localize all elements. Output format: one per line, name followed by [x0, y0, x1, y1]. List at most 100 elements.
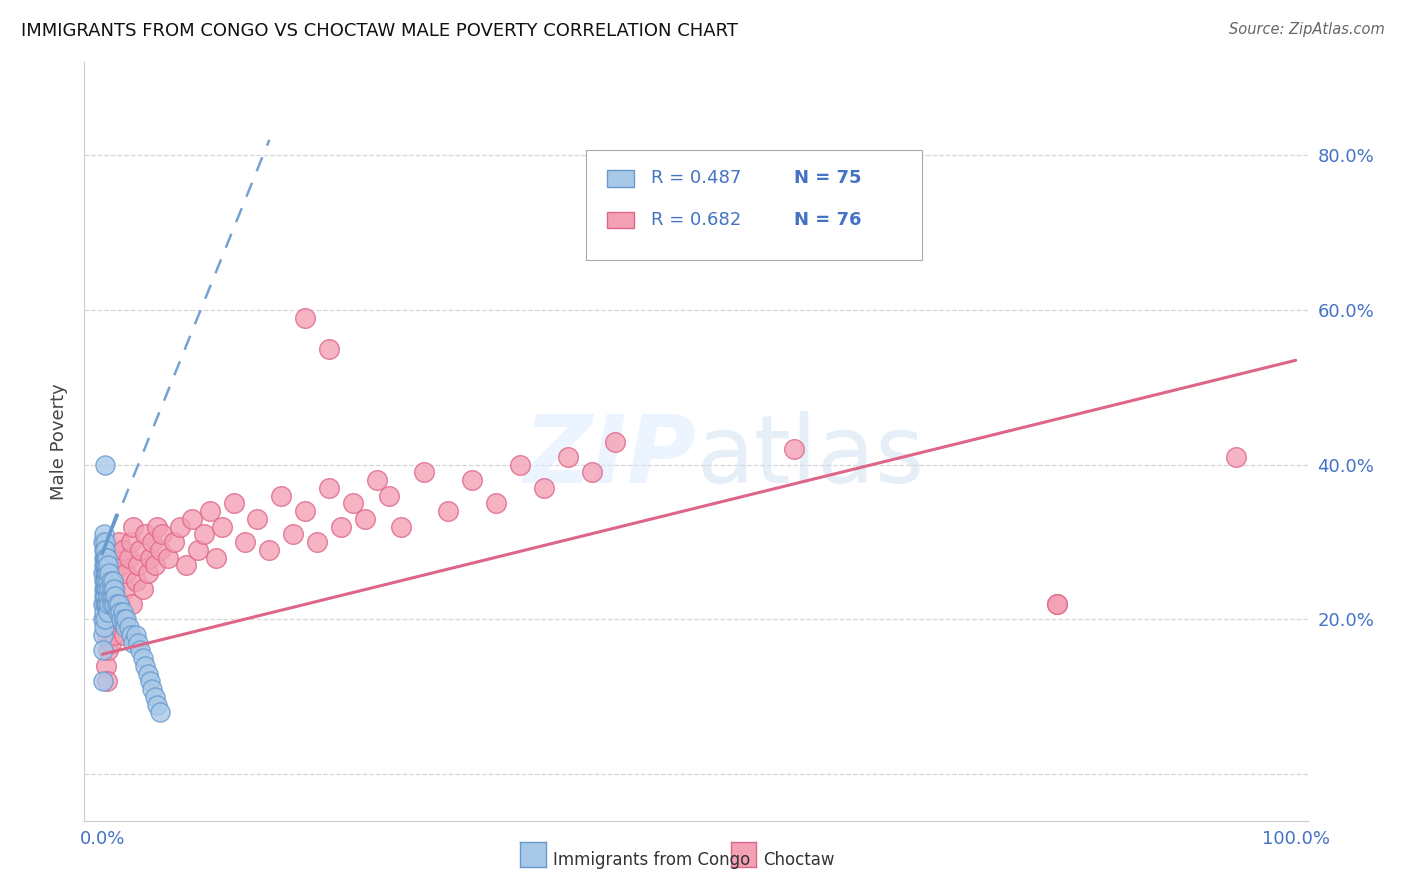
Point: [101, 589, 124, 603]
Point: [148, 542, 170, 557]
Point: [180, 512, 202, 526]
Point: [1225, 450, 1247, 464]
Point: [93, 582, 115, 596]
Point: [134, 659, 156, 673]
Point: [146, 698, 169, 712]
Point: [100, 574, 122, 588]
Point: [122, 519, 145, 533]
Point: [134, 527, 156, 541]
Point: [557, 450, 579, 464]
Point: [104, 582, 127, 596]
Point: [294, 504, 316, 518]
Point: [1046, 597, 1069, 611]
Point: [97, 605, 120, 619]
Point: [110, 612, 132, 626]
Point: [136, 566, 159, 580]
Point: [318, 342, 340, 356]
Point: [156, 550, 179, 565]
Point: [115, 566, 138, 580]
Point: [143, 558, 166, 573]
Point: [124, 574, 146, 588]
Point: [105, 550, 128, 565]
Point: [97, 558, 120, 573]
Point: [97, 643, 120, 657]
Point: [93, 597, 115, 611]
Point: [104, 589, 127, 603]
Point: [94, 582, 117, 596]
Point: [605, 434, 627, 449]
Point: [93, 550, 115, 565]
Point: [124, 628, 146, 642]
Text: R = 0.487: R = 0.487: [651, 169, 741, 187]
Point: [93, 566, 115, 580]
Point: [127, 636, 149, 650]
Point: [94, 558, 117, 573]
Point: [509, 458, 531, 472]
Point: [100, 574, 122, 588]
Point: [94, 574, 117, 588]
Point: [148, 706, 170, 720]
Point: [94, 542, 117, 557]
Point: [193, 527, 215, 541]
Point: [120, 535, 142, 549]
Point: [94, 574, 117, 588]
Point: [114, 582, 136, 596]
Point: [413, 466, 436, 480]
Point: [1046, 597, 1069, 611]
Point: [93, 589, 115, 603]
Point: [100, 636, 122, 650]
Point: [107, 612, 129, 626]
Point: [94, 566, 117, 580]
Point: [98, 566, 121, 580]
Point: [100, 589, 122, 603]
Point: [112, 612, 135, 626]
Point: [96, 550, 118, 565]
Point: [94, 597, 117, 611]
Point: [93, 620, 115, 634]
Point: [93, 582, 115, 596]
Point: [270, 489, 292, 503]
Point: [211, 519, 233, 533]
Point: [107, 605, 129, 619]
Text: Source: ZipAtlas.com: Source: ZipAtlas.com: [1229, 22, 1385, 37]
FancyBboxPatch shape: [606, 170, 634, 186]
Point: [581, 466, 603, 480]
Point: [108, 597, 131, 611]
Point: [150, 527, 173, 541]
Point: [101, 582, 124, 596]
Point: [342, 496, 364, 510]
Point: [108, 535, 131, 549]
Point: [129, 643, 152, 657]
Point: [96, 582, 118, 596]
Point: [353, 512, 375, 526]
Point: [108, 597, 131, 611]
Point: [533, 481, 555, 495]
Point: [93, 458, 115, 472]
Text: N = 75: N = 75: [794, 169, 862, 187]
Point: [97, 574, 120, 588]
Point: [101, 574, 124, 588]
Point: [94, 589, 117, 603]
Point: [108, 605, 131, 619]
Point: [93, 605, 115, 619]
Point: [101, 589, 124, 603]
Point: [97, 612, 120, 626]
Point: [163, 535, 186, 549]
Point: [204, 550, 226, 565]
Point: [307, 535, 329, 549]
Point: [198, 504, 221, 518]
Point: [101, 620, 124, 634]
Point: [111, 542, 134, 557]
Point: [98, 597, 121, 611]
Point: [91, 674, 114, 689]
Point: [259, 542, 281, 557]
Point: [437, 504, 460, 518]
Point: [366, 473, 388, 487]
Point: [93, 597, 115, 611]
Point: [93, 574, 115, 588]
Point: [98, 582, 121, 596]
Point: [169, 519, 191, 533]
Text: ZIP: ZIP: [523, 410, 696, 503]
Point: [98, 597, 121, 611]
Point: [485, 496, 508, 510]
